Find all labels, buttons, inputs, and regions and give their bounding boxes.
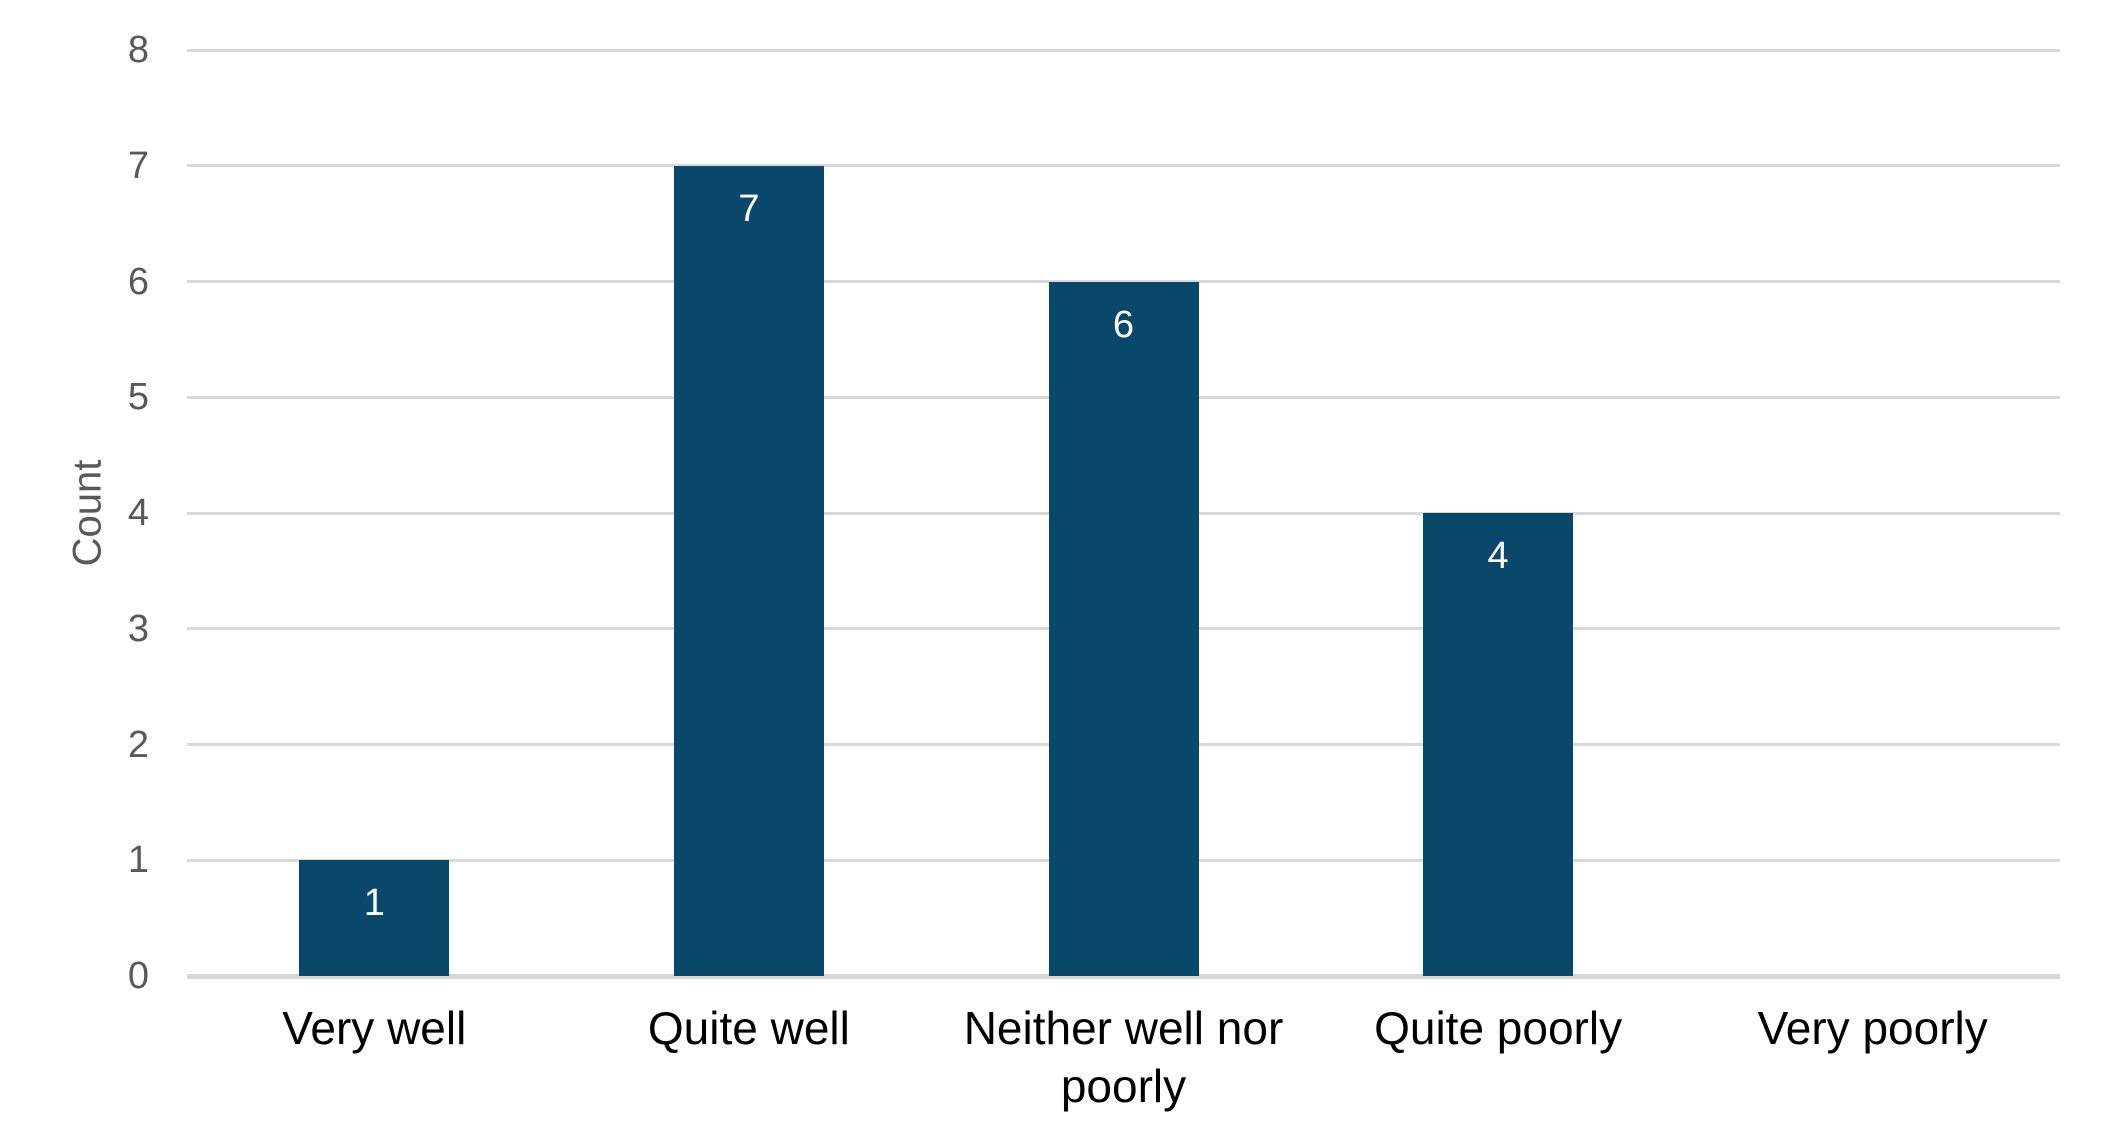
y-tick-label-2: 2 — [127, 723, 149, 766]
x-category-label-quite-poorly: Quite poorly — [1374, 1002, 1623, 1054]
y-tick-label-0: 0 — [127, 955, 149, 997]
bar-value-label-neither-well-nor-poorly: 6 — [1112, 303, 1135, 346]
gridline-0 — [187, 974, 2060, 979]
y-tick-label-4: 4 — [127, 492, 149, 534]
gridline-7 — [187, 164, 2060, 168]
bar-quite-well: 7 — [673, 165, 824, 976]
y-tick-label-6: 6 — [127, 260, 149, 303]
y-tick-label-5: 5 — [127, 376, 149, 419]
plot-area: 0 1 2 3 4 5 6 7 8 1 7 6 4 — [128, 31, 2060, 995]
y-tick-label-8: 8 — [127, 29, 149, 71]
x-category-label-quite-well: Quite well — [647, 1002, 850, 1054]
bar-very-well: 1 — [299, 860, 450, 976]
y-tick-label-1: 1 — [127, 839, 149, 882]
x-category-label-very-poorly: Very poorly — [1757, 1002, 1988, 1054]
x-category-label-neither-well-nor-poorly: Neither well nor poorly — [963, 1002, 1284, 1112]
x-category-label-very-well: Very well — [282, 1002, 467, 1054]
x-axis-labels: Very well Quite well Neither well nor poor… — [187, 1000, 2060, 1130]
bar-neither-well-nor-poorly: 6 — [1048, 281, 1199, 976]
bar-value-label-quite-well: 7 — [738, 187, 760, 230]
y-tick-label-7: 7 — [127, 144, 149, 187]
bar-value-label-very-well: 1 — [363, 882, 385, 925]
gridline-8 — [187, 48, 2060, 52]
bar-quite-poorly: 4 — [1423, 513, 1574, 976]
y-tick-label-3: 3 — [127, 607, 149, 650]
bar-value-label-quite-poorly: 4 — [1487, 535, 1509, 577]
